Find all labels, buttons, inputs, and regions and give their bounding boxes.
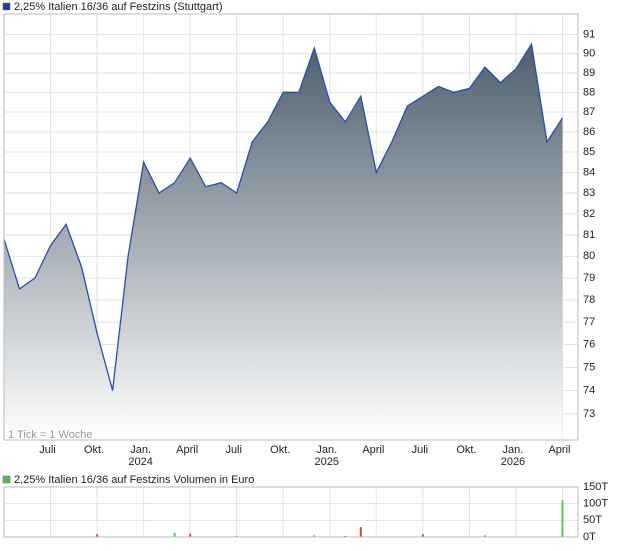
y-tick-label: 73 <box>583 408 595 420</box>
y-tick-label: 91 <box>583 29 595 41</box>
legend-swatch <box>2 2 11 11</box>
y-tick-label: 84 <box>583 166 595 178</box>
volume-bar <box>313 535 316 537</box>
legend-swatch <box>2 475 11 484</box>
y-tick-label: 90 <box>583 48 595 60</box>
legend-label: 2,25% Italien 16/36 auf Festzins (Stuttg… <box>14 1 223 13</box>
x-tick-label: Jan. <box>503 444 524 456</box>
volume-bar <box>483 535 486 537</box>
x-tick-label: Jan. <box>130 444 151 456</box>
volume-bar <box>173 533 176 537</box>
volume-bar <box>359 527 362 537</box>
y-tick-label: 80 <box>583 250 595 262</box>
x-tick-label: Juli <box>39 444 56 456</box>
y-tick-label: 74 <box>583 384 595 396</box>
y-tick-label: 81 <box>583 229 595 241</box>
y-tick-label: 77 <box>583 316 595 328</box>
y-tick-label: 83 <box>583 187 595 199</box>
y-tick-label: 86 <box>583 126 595 138</box>
plot-border <box>3 486 579 538</box>
y-tick-label: 0T <box>583 531 596 543</box>
y-tick-label: 75 <box>583 361 595 373</box>
y-tick-label: 85 <box>583 146 595 158</box>
legend-label: 2,25% Italien 16/36 auf Festzins Volumen… <box>14 474 254 486</box>
volume-bar <box>189 533 192 537</box>
x-tick-label: April <box>362 444 384 456</box>
x-year-label: 2026 <box>501 456 525 468</box>
y-tick-label: 150T <box>583 481 608 493</box>
y-tick-label: 76 <box>583 338 595 350</box>
x-tick-label: April <box>548 444 570 456</box>
y-tick-label: 82 <box>583 208 595 220</box>
x-tick-label: April <box>176 444 198 456</box>
area-fill <box>4 44 563 440</box>
volume-bar <box>96 534 99 537</box>
y-tick-label: 100T <box>583 498 608 510</box>
plot-area <box>4 487 578 537</box>
x-tick-label: Juli <box>412 444 429 456</box>
y-tick-label: 87 <box>583 106 595 118</box>
y-tick-label: 78 <box>583 294 595 306</box>
x-year-label: 2025 <box>315 456 339 468</box>
x-tick-label: Juli <box>225 444 242 456</box>
y-tick-label: 50T <box>583 514 602 526</box>
x-tick-label: Okt. <box>456 444 476 456</box>
volume-bar <box>421 534 424 537</box>
x-tick-label: Okt. <box>270 444 290 456</box>
plot-border <box>3 13 579 441</box>
note: 1 Tick = 1 Woche <box>8 429 92 441</box>
y-tick-label: 79 <box>583 272 595 284</box>
x-tick-label: Okt. <box>84 444 104 456</box>
y-tick-label: 88 <box>583 86 595 98</box>
x-tick-label: Jan. <box>316 444 337 456</box>
volume-bar <box>561 500 564 537</box>
x-year-label: 2024 <box>128 456 152 468</box>
price-line <box>3 42 564 391</box>
y-tick-label: 89 <box>583 67 595 79</box>
